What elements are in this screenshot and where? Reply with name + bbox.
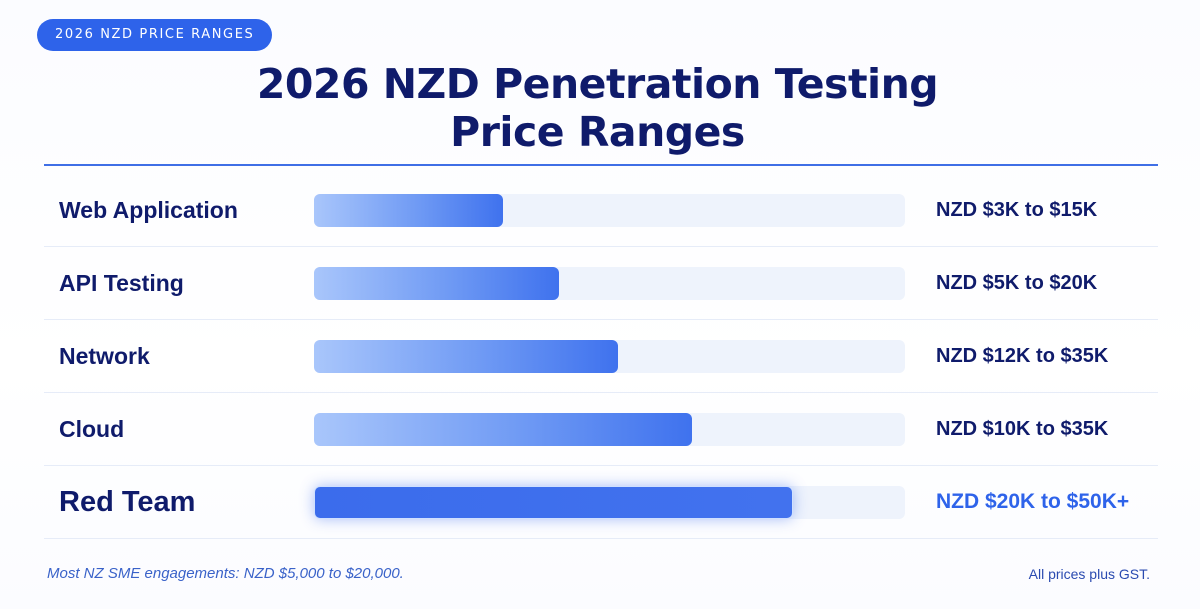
value-label: NZD $3K to $15K xyxy=(936,199,1098,221)
chart-title-line-2: Price Ranges xyxy=(450,108,745,156)
bar xyxy=(314,486,793,519)
category-label: Red Team xyxy=(59,486,196,518)
bar-track xyxy=(314,486,905,519)
chart-row: API Testing NZD $5K to $20K xyxy=(44,247,1158,320)
bar-track xyxy=(314,413,905,446)
category-label: Cloud xyxy=(59,416,125,442)
category-label: Web Application xyxy=(59,197,238,223)
bar xyxy=(314,194,503,227)
category-label: Network xyxy=(59,343,150,369)
chart-row: Web Application NZD $3K to $15K xyxy=(44,174,1158,247)
footnote-gst: All prices plus GST. xyxy=(1028,566,1150,582)
chart-row: Network NZD $12K to $35K xyxy=(44,320,1158,393)
chart-row: Cloud NZD $10K to $35K xyxy=(44,393,1158,466)
chart-title: 2026 NZD Penetration Testing Price Range… xyxy=(0,60,1195,156)
footnote-sme-range: Most NZ SME engagements: NZD $5,000 to $… xyxy=(47,565,404,582)
value-label: NZD $20K to $50K+ xyxy=(936,490,1130,513)
value-label: NZD $5K to $20K xyxy=(936,272,1098,294)
title-divider xyxy=(44,164,1158,166)
bar-track xyxy=(314,194,905,227)
bar xyxy=(314,413,692,446)
chart-title-line-1: 2026 NZD Penetration Testing xyxy=(256,60,939,108)
value-label: NZD $10K to $35K xyxy=(936,418,1109,440)
bar xyxy=(314,340,618,373)
bar-track xyxy=(314,267,905,300)
value-label: NZD $12K to $35K xyxy=(936,345,1109,367)
bar-track xyxy=(314,340,905,373)
price-ranges-badge: 2026 NZD PRICE RANGES xyxy=(37,19,273,51)
bar xyxy=(314,267,559,300)
chart-row: Red Team NZD $20K to $50K+ xyxy=(44,466,1158,539)
category-label: API Testing xyxy=(59,270,184,296)
